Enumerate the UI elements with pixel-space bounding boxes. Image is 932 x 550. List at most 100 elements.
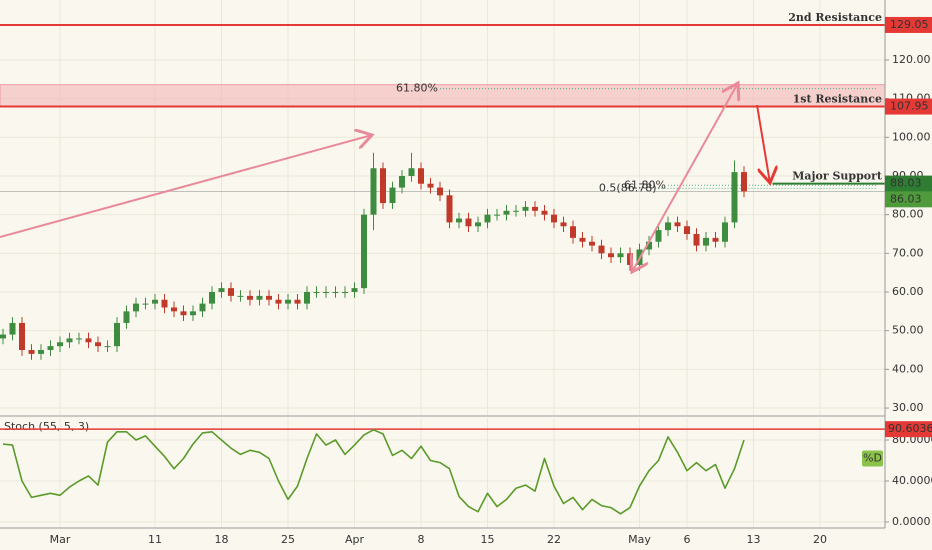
y-tick-label: 40.0000 — [892, 474, 932, 487]
candle-body — [541, 210, 548, 215]
candle-body — [665, 222, 671, 231]
indicator-level-tag — [885, 421, 932, 438]
candle-body — [418, 168, 424, 184]
candle-body — [532, 206, 538, 211]
candle-body — [437, 187, 443, 196]
y-tick-label: 70.00 — [892, 246, 924, 259]
swing-arrow — [632, 83, 738, 272]
candle-body — [693, 233, 700, 246]
y-tick-label: 80.00 — [892, 208, 924, 221]
y-tick-label: 120.00 — [892, 53, 931, 66]
candle-body — [133, 303, 139, 312]
x-tick-label: 15 — [481, 533, 495, 546]
candle-body — [57, 342, 63, 347]
trend-arrow — [0, 135, 372, 238]
candle-body — [570, 226, 576, 238]
candle-body — [209, 292, 215, 304]
candle-body — [741, 172, 747, 192]
candle-body — [266, 295, 272, 300]
candle-body — [456, 218, 462, 223]
price-tag-label: 107.95 — [890, 100, 929, 113]
candle-body — [123, 311, 130, 323]
price-tag-label: 129.05 — [890, 18, 929, 31]
candle-body — [522, 206, 529, 211]
candle-body — [171, 307, 177, 312]
candle-body — [47, 346, 54, 351]
candle-body — [484, 214, 491, 223]
price-tag — [885, 175, 932, 192]
candle-body — [180, 311, 187, 316]
candle-body — [361, 214, 367, 289]
candle-body — [598, 245, 605, 254]
candle-body — [399, 175, 405, 188]
candle-body — [313, 292, 320, 294]
candle-body — [28, 350, 35, 354]
x-tick-label: 22 — [547, 533, 561, 546]
candle-body — [294, 299, 301, 304]
candle-body — [275, 299, 282, 304]
candle-body — [85, 338, 92, 343]
candle-body — [66, 338, 73, 343]
candle-body — [560, 222, 567, 227]
x-tick-label: 13 — [747, 533, 761, 546]
x-tick-label: 11 — [148, 533, 162, 546]
candle-body — [342, 292, 348, 294]
candle-body — [237, 295, 244, 297]
candle-body — [674, 222, 681, 227]
candle-body — [503, 210, 510, 215]
y-tick-label: 40.00 — [892, 362, 924, 375]
candle-body — [142, 303, 149, 305]
candle-body — [722, 222, 728, 242]
price-tag-label: 88.03 — [890, 177, 922, 190]
candle-body — [247, 295, 253, 300]
candle-body — [408, 168, 415, 176]
candle-body — [684, 226, 690, 234]
level-label: 1st Resistance — [793, 93, 882, 106]
y-tick-label: 0.0000 — [892, 515, 931, 528]
candle-body — [9, 322, 16, 335]
candle-body — [513, 210, 519, 212]
drop-arrow — [756, 104, 770, 183]
candle-body — [370, 168, 377, 215]
y-tick-label: 60.00 — [892, 285, 924, 298]
candle-body — [228, 288, 234, 296]
candle-body — [218, 288, 225, 293]
candle-body — [114, 322, 120, 347]
candle-body — [712, 237, 719, 242]
candle-body — [446, 195, 453, 223]
indicator-line — [2, 429, 745, 515]
candle-body — [589, 241, 595, 246]
x-tick-label: 18 — [215, 533, 229, 546]
indicator-name: Stoch (55, 5, 3) — [4, 420, 89, 433]
level-label: 2nd Resistance — [788, 11, 882, 24]
y-tick-label: 50.00 — [892, 324, 924, 337]
candle-body — [76, 338, 82, 340]
fib-label: 61.80% — [396, 82, 438, 95]
price-tag — [885, 98, 932, 115]
candle-body — [380, 168, 386, 204]
candle-body — [19, 322, 25, 351]
candle-body — [475, 222, 481, 227]
candle-body — [304, 292, 310, 304]
candle-body — [627, 253, 633, 265]
x-tick-label: 20 — [813, 533, 827, 546]
level-label: Major Support — [792, 170, 883, 183]
price-tag — [885, 16, 932, 33]
candle-body — [199, 303, 206, 312]
candle-body — [332, 292, 339, 294]
x-tick-label: 6 — [684, 533, 691, 546]
candle-body — [608, 253, 614, 258]
y-tick-label: 100.00 — [892, 130, 931, 143]
candle-body — [152, 299, 158, 304]
candle-body — [494, 214, 500, 216]
price-tag — [885, 191, 932, 208]
candle-body — [285, 299, 291, 304]
candle-body — [551, 214, 557, 223]
price-tag-label: 86.03 — [890, 192, 922, 205]
candle-body — [104, 346, 111, 348]
candle-body — [351, 288, 358, 293]
x-tick-label: 8 — [418, 533, 425, 546]
candle-body — [0, 334, 6, 339]
